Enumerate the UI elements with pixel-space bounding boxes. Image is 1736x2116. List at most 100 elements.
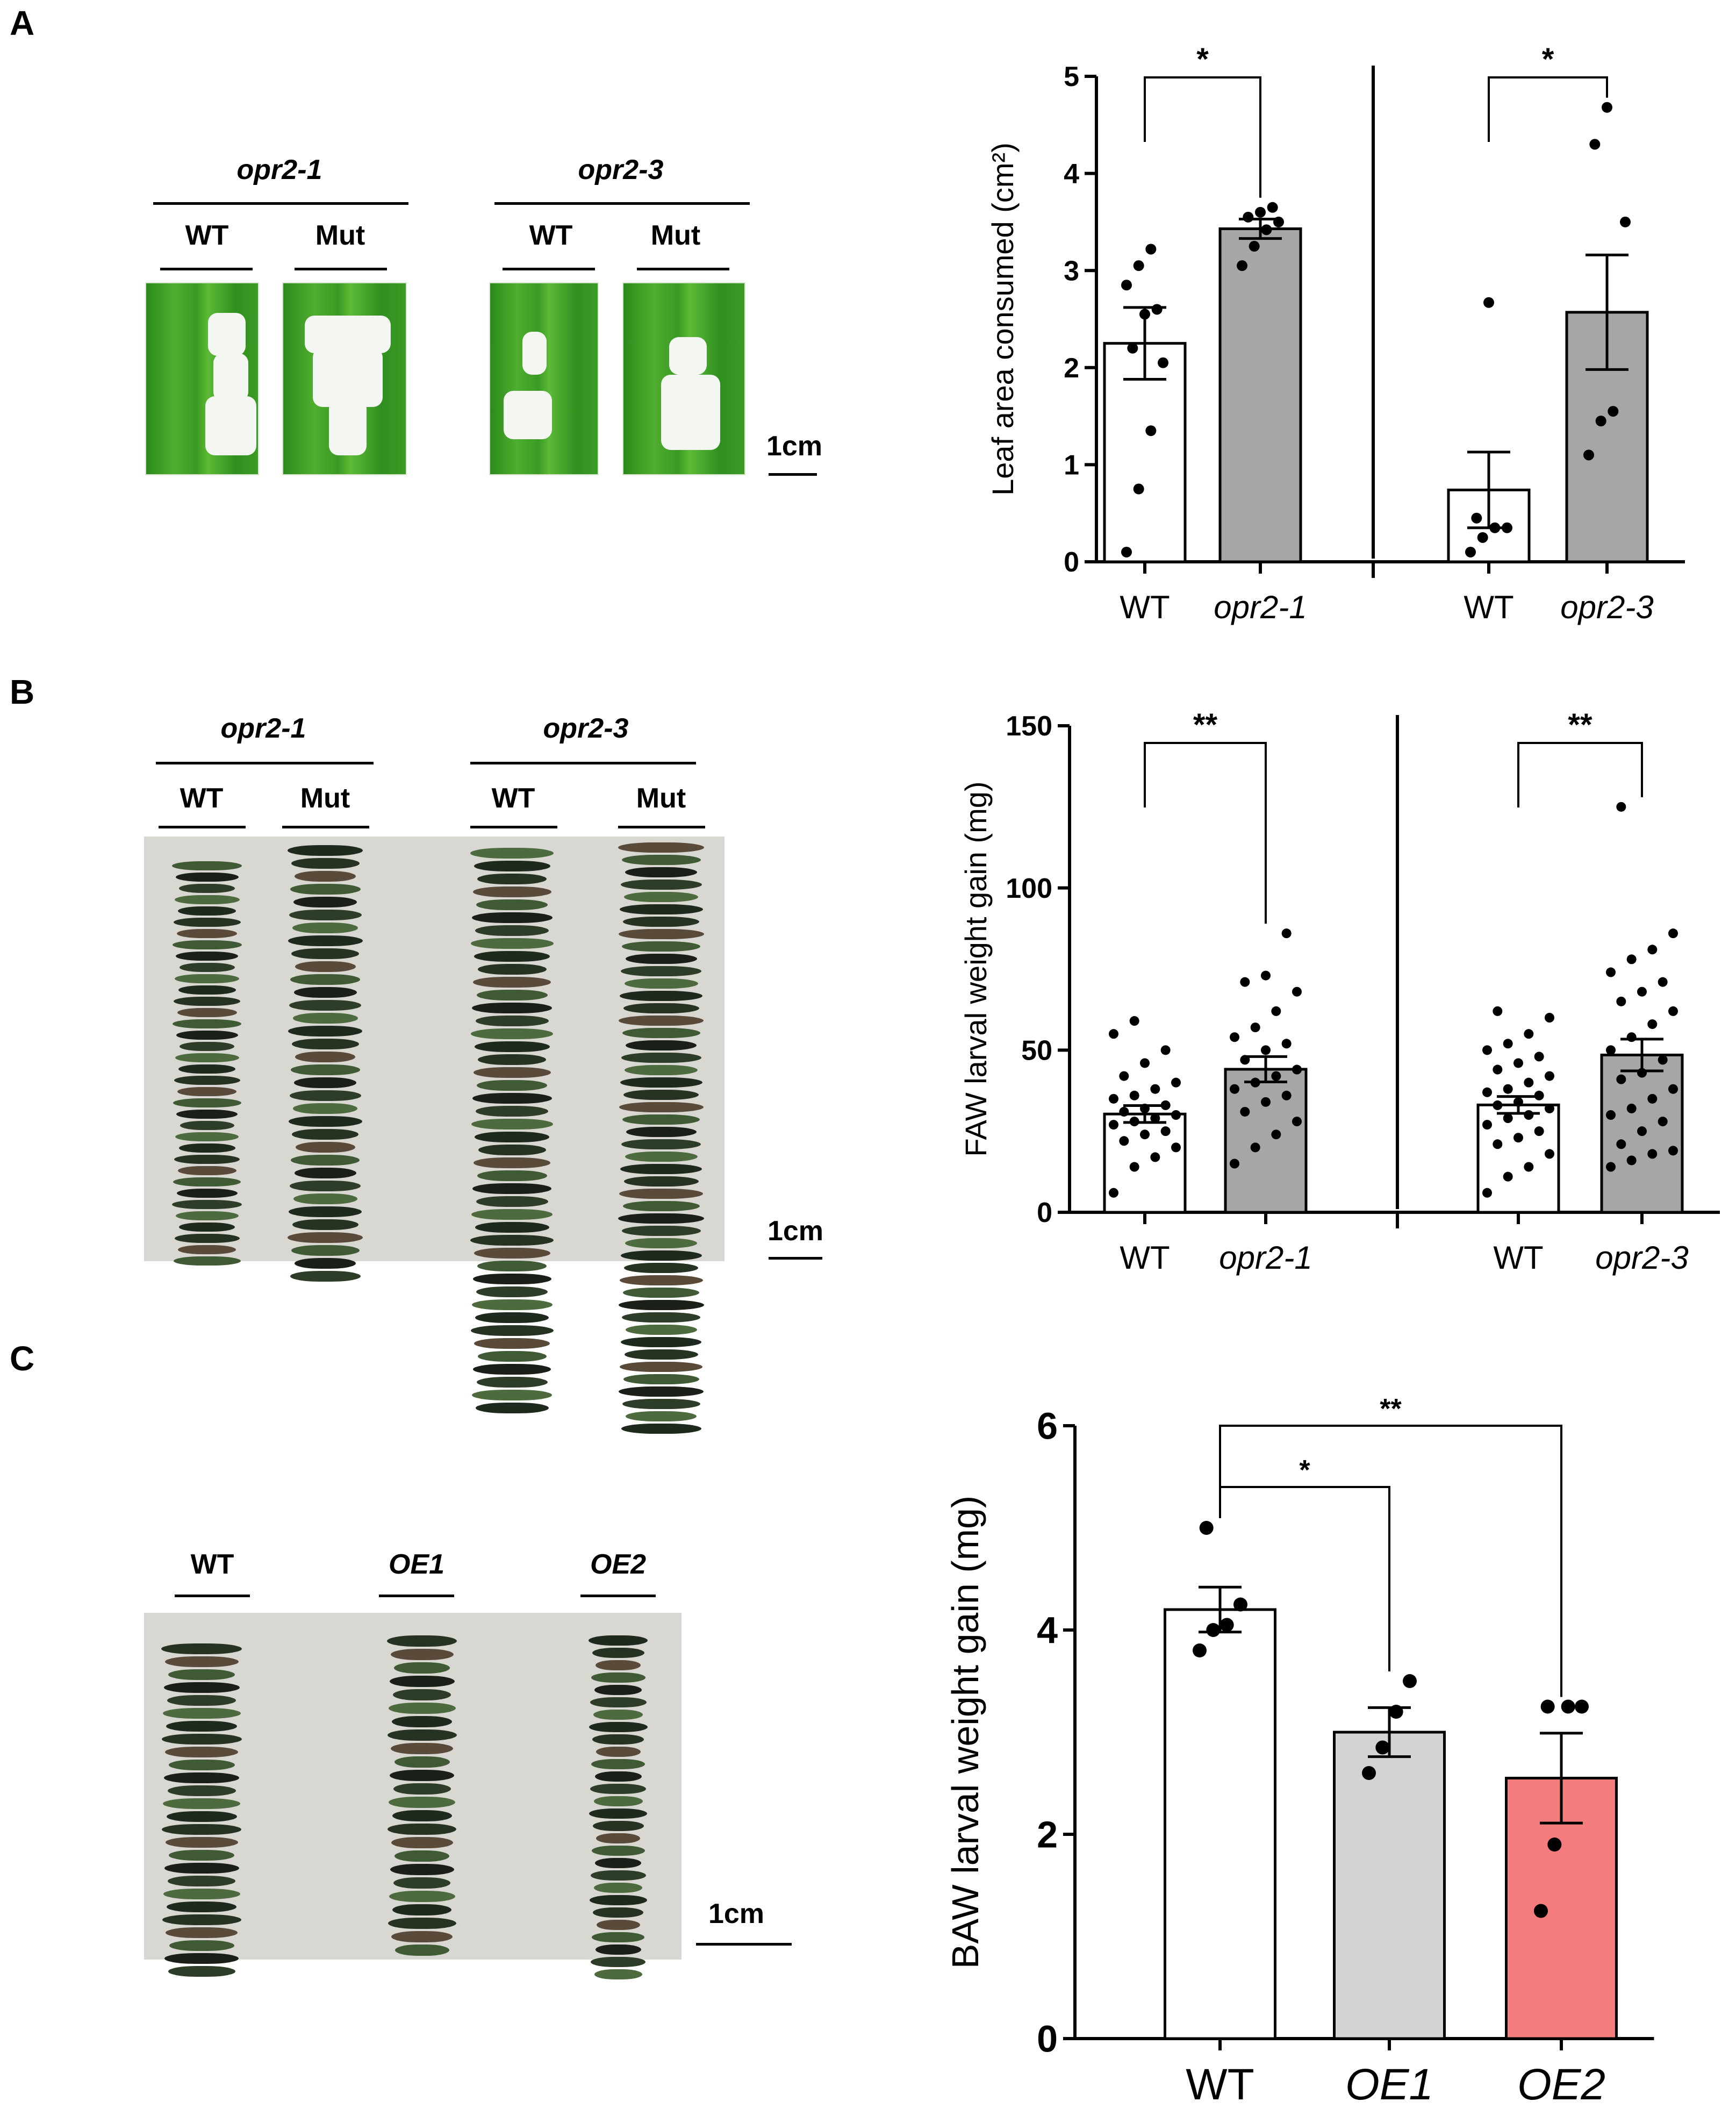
larva <box>621 1139 701 1149</box>
larva <box>625 1238 697 1248</box>
data-point <box>1583 449 1594 461</box>
larva <box>619 904 703 914</box>
larva <box>592 1932 644 1942</box>
larva <box>474 1248 550 1259</box>
data-point <box>1589 139 1601 150</box>
data-point <box>1281 928 1292 939</box>
data-point <box>1140 1103 1150 1113</box>
data-point <box>1545 1103 1554 1113</box>
larva <box>174 1076 240 1085</box>
larva <box>390 1864 454 1875</box>
larva <box>164 1656 239 1667</box>
sub-label-wt: WT <box>529 220 573 251</box>
data-point <box>1255 206 1266 218</box>
sub-rule <box>618 826 705 828</box>
sub-label-wt: WT <box>491 783 535 814</box>
larva <box>173 918 241 927</box>
larva <box>470 938 554 949</box>
larva <box>179 884 235 893</box>
data-point <box>1616 802 1626 812</box>
data-point <box>1626 954 1637 964</box>
data-point <box>1561 1699 1575 1714</box>
data-point <box>1503 1039 1513 1049</box>
larva <box>293 897 357 907</box>
data-point <box>1121 546 1132 557</box>
larva <box>174 1155 240 1164</box>
data-point <box>1160 1126 1171 1136</box>
y-tick-label: 0 <box>1064 547 1079 578</box>
larva <box>295 961 356 972</box>
group-rule-opr2-1 <box>153 202 408 205</box>
larva <box>175 873 239 882</box>
label-oe1: OE1 <box>388 1549 445 1580</box>
larva <box>478 1054 546 1065</box>
larva <box>471 1028 553 1039</box>
larva <box>618 1213 704 1224</box>
larva <box>474 1041 550 1052</box>
larva <box>164 1863 239 1874</box>
data-point <box>1129 1117 1139 1127</box>
larva <box>388 1703 456 1714</box>
larva <box>177 1087 236 1096</box>
data-point <box>1109 1120 1118 1130</box>
larva <box>180 1121 234 1130</box>
group-label-opr2-1: opr2-1 <box>236 154 322 185</box>
data-point <box>1637 1126 1647 1136</box>
larva <box>173 1098 241 1107</box>
data-point <box>1109 1029 1118 1039</box>
larva <box>475 1403 549 1413</box>
larva <box>590 1870 646 1881</box>
larva <box>172 1200 242 1209</box>
larva <box>178 1064 235 1074</box>
data-point <box>1493 1064 1503 1075</box>
larva <box>473 1364 551 1375</box>
larva <box>473 1067 551 1078</box>
y-tick-label: 100 <box>1006 873 1052 904</box>
larva <box>475 1132 549 1142</box>
larva <box>471 912 553 923</box>
larva <box>175 974 239 983</box>
larva <box>166 1927 238 1938</box>
larvae-column <box>167 860 247 1267</box>
data-point <box>1133 483 1144 495</box>
larva <box>163 1682 240 1693</box>
larva <box>472 1183 551 1194</box>
y-tick-label: 4 <box>1037 1610 1058 1652</box>
sub-rule <box>503 268 595 270</box>
larva <box>589 1722 648 1732</box>
larva <box>474 1338 550 1349</box>
larva <box>290 1271 361 1282</box>
larva <box>392 1716 452 1727</box>
data-point <box>1292 1117 1302 1127</box>
larva <box>619 1189 703 1199</box>
data-point <box>1524 1162 1534 1172</box>
larva <box>619 1016 704 1026</box>
larva <box>475 925 549 936</box>
data-point <box>1267 202 1278 213</box>
data-point <box>1140 1058 1150 1068</box>
larva <box>618 1300 704 1310</box>
sub-rule <box>637 268 729 270</box>
larva <box>288 1116 362 1127</box>
data-point <box>1109 1093 1118 1104</box>
x-category-label: opr2-3 <box>1595 1240 1688 1276</box>
larva <box>394 1945 449 1956</box>
larvae-column <box>156 1642 247 1978</box>
y-tick-label: 2 <box>1064 353 1079 384</box>
data-point <box>1668 1146 1678 1156</box>
significance-bracket <box>1517 742 1643 807</box>
larva <box>165 1747 238 1757</box>
larva <box>594 1969 642 1979</box>
sub-rule <box>282 826 369 828</box>
larva <box>394 1756 450 1768</box>
data-point <box>1250 1142 1260 1153</box>
data-point <box>1647 1093 1658 1104</box>
larva <box>624 892 698 902</box>
larva <box>288 1026 362 1036</box>
larva <box>177 1008 237 1017</box>
data-point <box>1160 1100 1171 1110</box>
larva <box>390 1649 454 1660</box>
x-category-label: opr2-3 <box>1560 589 1653 625</box>
larva <box>477 1261 547 1271</box>
larva <box>288 935 363 946</box>
